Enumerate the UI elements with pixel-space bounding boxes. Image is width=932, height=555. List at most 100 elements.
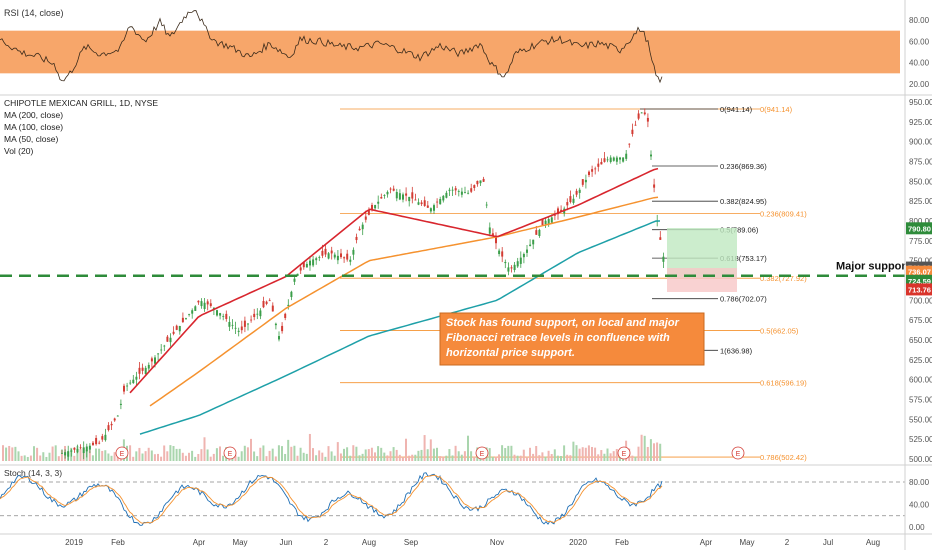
candle-body	[600, 161, 603, 165]
volume-bar	[181, 452, 184, 461]
volume-bar	[160, 456, 163, 461]
candle-body	[662, 256, 665, 262]
stoch-d-line	[0, 474, 663, 524]
volume-bar	[240, 451, 243, 461]
candle-body	[488, 227, 491, 234]
fib-local-label: 0.618(753.17)	[720, 254, 767, 263]
volume-bar	[8, 445, 11, 461]
candle-body	[293, 278, 296, 282]
volume-bar	[178, 448, 181, 461]
volume-bar	[76, 445, 79, 461]
candle-body	[448, 189, 451, 191]
candle-body	[358, 228, 361, 231]
candle-body	[460, 191, 463, 195]
candle-body	[414, 199, 417, 201]
volume-bar	[36, 447, 39, 461]
price-tick-label: 625.00	[909, 356, 932, 365]
volume-bar	[519, 455, 522, 461]
candle-body	[178, 325, 181, 332]
volume-bar	[445, 455, 448, 461]
candle-body	[147, 364, 150, 369]
candle-body	[340, 253, 342, 258]
candle-body	[479, 180, 482, 184]
volume-bar	[417, 450, 420, 461]
candle-body	[228, 321, 231, 327]
volume-bar	[135, 451, 138, 461]
candle-body	[547, 219, 550, 224]
volume-bar	[262, 445, 265, 461]
volume-bar	[42, 452, 45, 461]
time-axis-label: Feb	[615, 538, 629, 547]
candle-body	[637, 113, 640, 119]
volume-bar	[237, 456, 240, 461]
earnings-marker-icon	[115, 446, 129, 460]
candle-body	[411, 192, 414, 199]
candle-body	[352, 249, 355, 255]
volume-bar	[556, 455, 559, 461]
price-tag	[906, 222, 932, 235]
candle-body	[346, 253, 349, 260]
volume-bar	[594, 447, 597, 461]
candle-body	[315, 258, 318, 261]
volume-bar	[643, 435, 646, 461]
volume-bar	[104, 450, 107, 461]
ma100-line	[149, 196, 659, 407]
volume-bar	[541, 452, 544, 461]
volume-bar	[153, 454, 156, 461]
volume-bar	[324, 456, 327, 461]
volume-bar	[113, 452, 116, 461]
volume-bar	[457, 451, 460, 461]
volume-bar	[346, 447, 349, 461]
candle-body	[625, 153, 628, 159]
volume-bar	[253, 451, 256, 461]
candle-body	[154, 357, 156, 364]
candle-body	[262, 300, 265, 308]
volume-bar	[423, 435, 426, 461]
candle-body	[491, 233, 494, 236]
price-tick-label: 800.00	[909, 217, 932, 226]
price-tick-label: 600.00	[909, 376, 932, 385]
earnings-marker-icon	[617, 446, 631, 460]
candle-body	[572, 198, 575, 203]
fib-local-label: 0(941.14)	[720, 105, 753, 114]
volume-bar	[420, 449, 423, 461]
volume-bar	[442, 456, 445, 461]
volume-bar	[184, 455, 187, 461]
candle-body	[175, 325, 178, 330]
volume-bar	[649, 439, 652, 461]
volume-bar	[377, 446, 380, 461]
volume-bar	[563, 445, 566, 461]
candle-body	[606, 159, 609, 161]
volume-bar	[200, 449, 203, 461]
time-axis-label: Aug	[362, 538, 376, 547]
volume-bar	[290, 446, 293, 461]
rsi-pane: RSI (14, close) 80.00 60.00 40.00 20.00	[0, 8, 930, 89]
candle-body	[85, 446, 88, 452]
earnings-marker-label: E	[736, 451, 741, 458]
volume-bar	[107, 453, 110, 461]
volume-bar	[631, 455, 634, 461]
price-tick-label: 775.00	[909, 237, 932, 246]
volume-bar	[91, 455, 94, 461]
candle-body	[541, 218, 544, 225]
candle-body	[281, 325, 284, 332]
volume-bar	[250, 438, 252, 461]
candle-body	[646, 117, 649, 122]
candle-body	[132, 379, 135, 384]
candle-body	[532, 239, 535, 245]
stoch-pane: Stoch (14, 3, 3) 80.00 40.00 0.00	[0, 468, 930, 532]
price-tick-label: 500.00	[909, 455, 932, 464]
volume-bar	[98, 448, 101, 461]
candle-body	[61, 452, 63, 454]
candle-body	[408, 196, 411, 202]
volume-bar	[380, 447, 383, 461]
volume-bar	[305, 453, 308, 461]
volume-bar	[405, 438, 407, 461]
volume-bar	[510, 445, 513, 461]
candle-body	[436, 201, 439, 203]
volume-bar	[54, 445, 57, 461]
candle-body	[507, 267, 510, 272]
rsi-tick-label: 60.00	[909, 37, 930, 46]
volume-bar	[191, 450, 194, 461]
candle-body	[398, 193, 401, 200]
